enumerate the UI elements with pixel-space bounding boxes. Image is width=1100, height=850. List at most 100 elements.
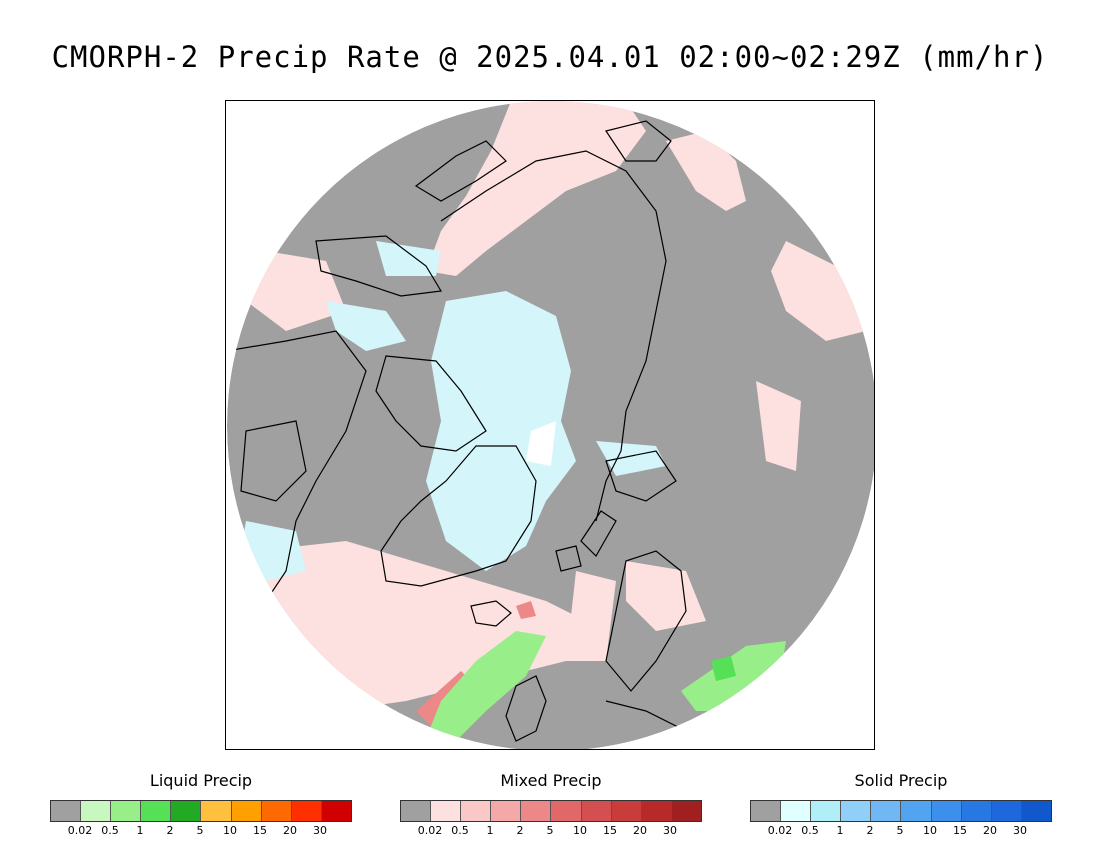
legend-swatch bbox=[871, 801, 902, 821]
legend-swatch bbox=[491, 801, 522, 821]
legend-tick-label: 30 bbox=[313, 824, 327, 837]
legend-swatch bbox=[81, 801, 112, 821]
legend-tick-labels: 0.02 0.5 1 2 5 10 15 20 30 bbox=[400, 824, 700, 838]
polar-map bbox=[225, 100, 875, 750]
legend-tick-label: 10 bbox=[573, 824, 587, 837]
legend-swatch bbox=[841, 801, 872, 821]
legend-swatch bbox=[961, 801, 992, 821]
legend-swatch bbox=[751, 801, 782, 821]
legend-tick-label: 0.02 bbox=[767, 824, 793, 837]
legend-swatch bbox=[321, 801, 351, 821]
legend-swatch bbox=[111, 801, 142, 821]
legend-swatch bbox=[641, 801, 672, 821]
legend-swatch bbox=[171, 801, 202, 821]
coastline-siberia bbox=[440, 150, 667, 522]
legend-swatch bbox=[51, 801, 82, 821]
legend-tick-label: 10 bbox=[923, 824, 937, 837]
legend-color-bar bbox=[400, 800, 702, 822]
solid-precip-area-bering bbox=[376, 241, 441, 276]
legend-tick-label: 15 bbox=[603, 824, 617, 837]
legend-tick-labels: 0.02 0.5 1 2 5 10 15 20 30 bbox=[50, 824, 350, 838]
legend-tick-label: 20 bbox=[283, 824, 297, 837]
legend-swatch bbox=[461, 801, 492, 821]
legend-title: Mixed Precip bbox=[500, 771, 602, 790]
legend-tick-label: 5 bbox=[896, 824, 904, 837]
legend-tick-label: 20 bbox=[983, 824, 997, 837]
legend-swatch bbox=[991, 801, 1022, 821]
mixed-precip-spot-iceland-east bbox=[516, 601, 536, 619]
coastline-north-america bbox=[227, 330, 367, 602]
legend-swatch bbox=[581, 801, 612, 821]
legend-solid: Solid Precip 0.02 0.5 1 2 5 10 15 20 30 bbox=[750, 770, 1052, 838]
coastline-chukotka bbox=[414, 140, 507, 202]
coastline-iceland bbox=[470, 600, 512, 627]
coastline-alaska bbox=[315, 235, 442, 297]
coastline-canadian-archipelago bbox=[375, 355, 487, 452]
legend-swatch bbox=[931, 801, 962, 821]
legend-tick-label: 0.02 bbox=[67, 824, 93, 837]
chart-title: CMORPH-2 Precip Rate @ 2025.04.01 02:00~… bbox=[51, 40, 1049, 74]
solid-precip-area-arctic-ocean bbox=[426, 291, 576, 571]
mixed-precip-area-russia-east bbox=[771, 241, 866, 341]
solid-precip-area-canada-north bbox=[326, 301, 406, 351]
legend-tick-label: 15 bbox=[253, 824, 267, 837]
legend-tick-label: 15 bbox=[953, 824, 967, 837]
legend-swatch bbox=[521, 801, 552, 821]
coastline-taymyr bbox=[605, 450, 677, 502]
legend-tick-label: 0.02 bbox=[417, 824, 443, 837]
coastline-scandinavia bbox=[605, 550, 687, 692]
liquid-precip-spot-russia bbox=[711, 656, 736, 681]
coastline-hudson-bay bbox=[240, 420, 307, 502]
coastline-greenland bbox=[380, 445, 537, 587]
legend-swatch bbox=[231, 801, 262, 821]
legend-mixed: Mixed Precip 0.02 0.5 1 2 5 10 15 20 30 bbox=[400, 770, 702, 838]
legend-swatch bbox=[141, 801, 172, 821]
legend-swatch bbox=[811, 801, 842, 821]
legend-tick-label: 1 bbox=[486, 824, 494, 837]
legend-title: Liquid Precip bbox=[149, 771, 253, 790]
coastline-svalbard bbox=[555, 545, 582, 572]
legend-title: Solid Precip bbox=[854, 771, 948, 790]
legend-tick-label: 0.5 bbox=[101, 824, 119, 837]
legend-swatch bbox=[671, 801, 701, 821]
legend-swatch bbox=[901, 801, 932, 821]
mixed-precip-area-scandinavia bbox=[566, 571, 616, 661]
legend-swatch bbox=[1021, 801, 1051, 821]
coastline-novaya-zemlya bbox=[580, 510, 617, 557]
mixed-precip-area-siberia-west bbox=[756, 381, 801, 471]
coastline-kamchatka bbox=[605, 120, 672, 162]
coastlines bbox=[227, 120, 727, 749]
legend-tick-label: 5 bbox=[546, 824, 554, 837]
liquid-precip-heavier bbox=[711, 656, 736, 681]
legend-tick-labels: 0.02 0.5 1 2 5 10 15 20 30 bbox=[750, 824, 1050, 838]
legend-tick-label: 2 bbox=[516, 824, 524, 837]
legend-tick-label: 10 bbox=[223, 824, 237, 837]
legend-tick-label: 2 bbox=[166, 824, 174, 837]
legend-tick-label: 30 bbox=[1013, 824, 1027, 837]
legend-swatch bbox=[401, 801, 432, 821]
polar-map-svg bbox=[227, 101, 874, 749]
legend-swatch bbox=[781, 801, 812, 821]
legend-swatch bbox=[611, 801, 642, 821]
legend-tick-label: 1 bbox=[836, 824, 844, 837]
mixed-precip-area-north-pacific bbox=[426, 101, 646, 276]
legend-color-bar bbox=[50, 800, 352, 822]
legend-liquid: Liquid Precip 0.02 0.5 1 2 5 10 15 20 30 bbox=[50, 770, 352, 838]
legend-tick-label: 0.5 bbox=[801, 824, 819, 837]
legend-tick-label: 30 bbox=[663, 824, 677, 837]
legend-tick-label: 20 bbox=[633, 824, 647, 837]
legend-tick-label: 2 bbox=[866, 824, 874, 837]
legend-tick-label: 1 bbox=[136, 824, 144, 837]
mixed-precip-area-europe-north bbox=[626, 561, 706, 631]
liquid-precip-area-atlantic bbox=[421, 631, 546, 749]
coastline-british-isles bbox=[505, 675, 547, 742]
legend-swatch bbox=[291, 801, 322, 821]
legend-tick-label: 5 bbox=[196, 824, 204, 837]
legend-swatch bbox=[551, 801, 582, 821]
legend-swatch bbox=[201, 801, 232, 821]
legend-swatch bbox=[431, 801, 462, 821]
solid-precip-pole-bright bbox=[526, 421, 556, 466]
legend-swatch bbox=[261, 801, 292, 821]
legend-tick-label: 0.5 bbox=[451, 824, 469, 837]
legend-color-bar bbox=[750, 800, 1052, 822]
